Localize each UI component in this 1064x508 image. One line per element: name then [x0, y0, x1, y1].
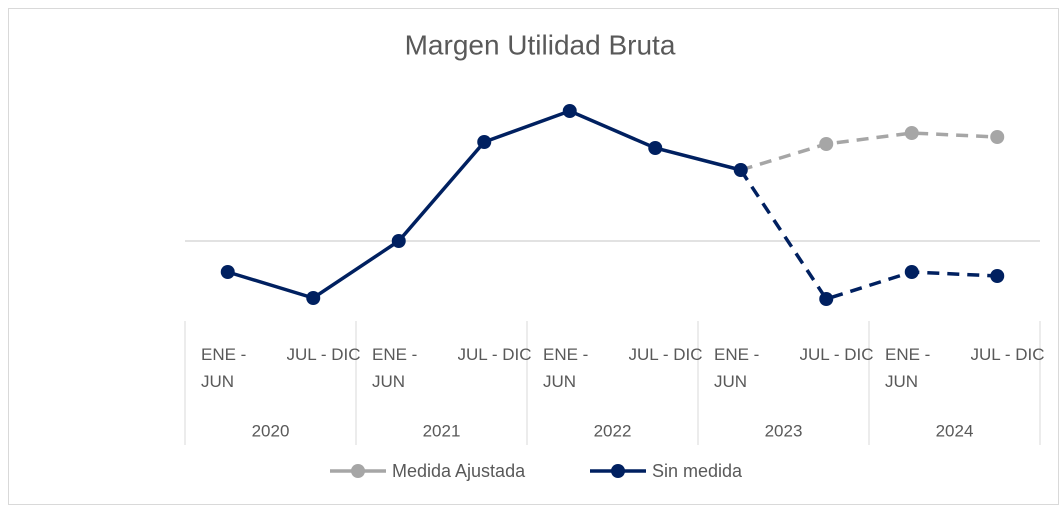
x-tick-label: ENE - JUN: [885, 345, 931, 391]
x-tick-label: JUL - DIC: [799, 345, 874, 364]
x-tick-label-box: ENE - JUN: [885, 345, 931, 391]
point: [904, 265, 919, 279]
point: [391, 234, 406, 248]
x-tick-label-box: ENE - JUN: [372, 345, 418, 391]
x-tick-label: JUL - DIC: [286, 345, 361, 364]
series-line-dashed: [740, 131, 998, 172]
point: [904, 126, 919, 140]
point: [477, 135, 492, 149]
x-tick-label: ENE - JUN: [714, 345, 760, 391]
series-line-dashed: [739, 169, 998, 302]
legend-label: Sin medida: [652, 461, 743, 481]
x-tick-label-box: ENE - JUN: [543, 345, 589, 391]
x-tick-label-box: ENE - JUN: [714, 345, 760, 391]
x-tick-label: ENE - JUN: [201, 345, 247, 391]
x-tick-label-box: JUL - DIC: [970, 345, 1045, 364]
x-tick-label-box: ENE - JUN: [201, 345, 247, 391]
point: [648, 141, 663, 155]
chart-title: Margen Utilidad Bruta: [405, 29, 676, 60]
x-tick-label: JUL - DIC: [628, 345, 703, 364]
x-tick-label-box: JUL - DIC: [457, 345, 532, 364]
point: [220, 265, 235, 279]
x-tick-label-box: JUL - DIC: [628, 345, 703, 364]
x-tick-label: ENE - JUN: [372, 345, 418, 391]
legend-marker: [611, 464, 625, 478]
x-group-label: 2021: [423, 421, 461, 440]
point: [562, 104, 577, 118]
point: [990, 269, 1005, 283]
x-tick-label: JUL - DIC: [970, 345, 1045, 364]
x-tick-label-box: JUL - DIC: [799, 345, 874, 364]
x-group-label: 2023: [765, 421, 803, 440]
chart-border: [8, 8, 1059, 505]
x-group-label: 2022: [594, 421, 632, 440]
point: [819, 137, 834, 151]
x-tick-label: JUL - DIC: [457, 345, 532, 364]
point: [733, 163, 748, 177]
x-group-label: 2020: [252, 421, 290, 440]
legend-label: Medida Ajustada: [392, 461, 526, 481]
point: [306, 291, 321, 305]
point: [990, 130, 1005, 144]
x-tick-label-box: JUL - DIC: [286, 345, 361, 364]
point: [819, 292, 834, 306]
x-group-label: 2024: [936, 421, 974, 440]
x-tick-label: ENE - JUN: [543, 345, 589, 391]
legend-marker: [351, 464, 365, 478]
